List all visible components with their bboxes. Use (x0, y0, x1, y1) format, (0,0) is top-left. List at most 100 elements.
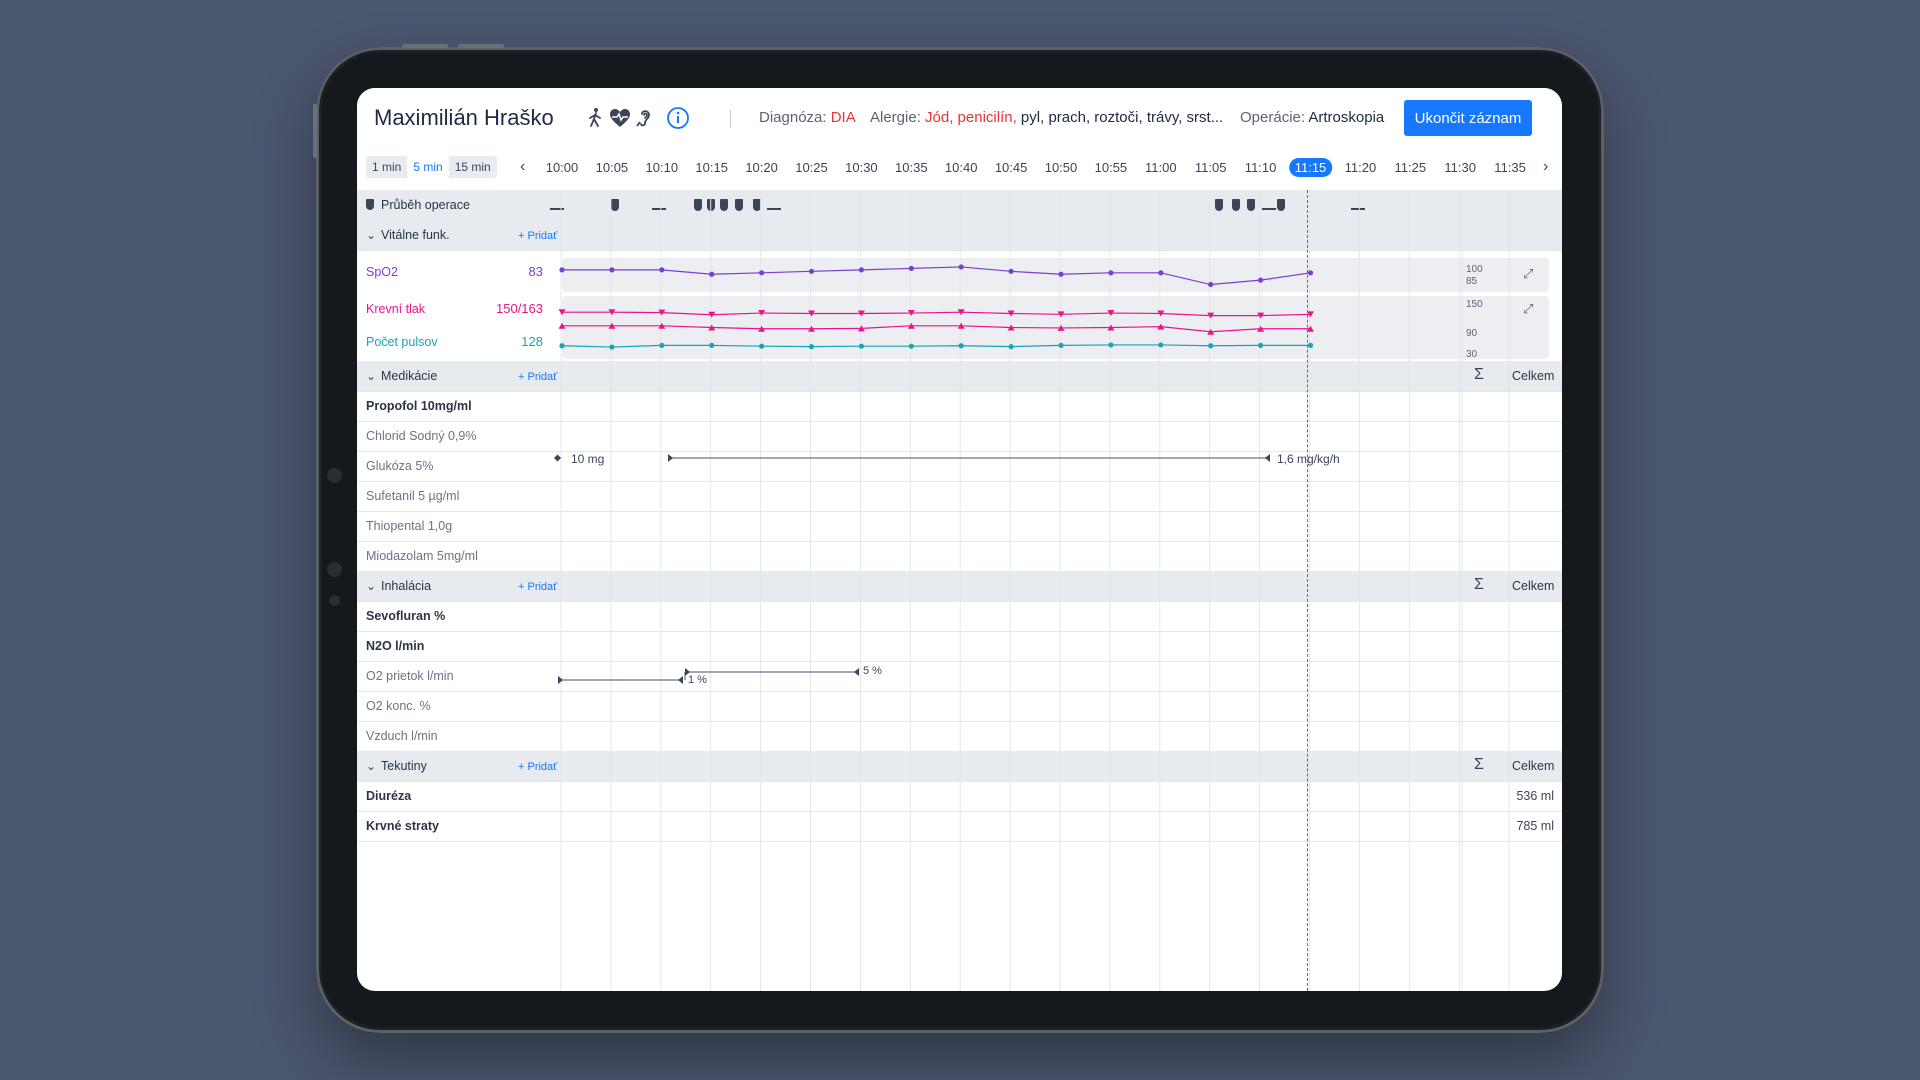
zoom-15min[interactable]: 15 min (454, 160, 491, 174)
time-navigation: 1 min 5 min 15 min ‹ 10:00 10:05 10:10 10:1… (357, 148, 1562, 191)
sigma-icon: Σ (1474, 576, 1484, 593)
table-row[interactable]: Vzduch l/min (357, 721, 1562, 752)
walking-icon (550, 199, 564, 210)
spo2-chart-bg (562, 258, 1549, 292)
expand-icon[interactable]: ⤢ (1523, 301, 1534, 316)
end-record-button[interactable]: Ukončit záznam (1404, 100, 1532, 136)
syringe-icon (1247, 199, 1255, 211)
sigma-icon: Σ (1474, 366, 1484, 383)
row-label: Vzduch l/min (366, 729, 438, 743)
time-tick[interactable]: 11:35 (1494, 160, 1526, 175)
table-row[interactable]: N2O l/min (357, 631, 1562, 662)
time-tick[interactable]: 10:40 (944, 160, 978, 175)
propofol-rate-label: 1,6 mg/kg/h (1277, 452, 1340, 466)
syringe-icon (1215, 199, 1223, 211)
time-tick[interactable]: 10:30 (845, 160, 878, 175)
syringe-icon (707, 199, 715, 211)
time-tick[interactable]: 11:25 (1394, 160, 1427, 175)
row-label: Glukóza 5% (366, 459, 434, 473)
hearing-icon[interactable] (633, 106, 657, 130)
bp-chart-bg (562, 296, 1549, 359)
syringe-icon (611, 199, 619, 211)
prev-arrow-icon[interactable]: ‹ (520, 158, 526, 175)
time-tick[interactable]: 10:20 (745, 160, 778, 175)
meds-section-header[interactable]: ⌄ Medikácie + Pridať Σ Celkem (357, 361, 1562, 392)
time-tick[interactable]: 10:15 (695, 160, 728, 175)
fluids-section-header[interactable]: ⌄ Tekutiny + Pridať Σ Celkem (357, 751, 1562, 782)
table-row[interactable]: Sevofluran % (357, 601, 1562, 632)
time-tick[interactable]: 11:05 (1194, 160, 1227, 175)
table-row[interactable]: Chlorid Sodný 0,9% (357, 421, 1562, 452)
section-title: Inhalácia (381, 579, 432, 593)
row-label: Propofol 10mg/ml (366, 399, 472, 413)
tool-icon (1262, 199, 1276, 210)
time-tick[interactable]: 11:15 (1288, 158, 1333, 177)
info-icon[interactable] (666, 106, 690, 130)
current-time-line (1307, 190, 1308, 991)
expand-icon[interactable]: ⤢ (1523, 266, 1534, 281)
next-arrow-icon[interactable]: › (1543, 158, 1549, 175)
time-tick[interactable]: 11:10 (1244, 160, 1277, 175)
syringe-icon (753, 199, 761, 211)
row-total: 536 ml (1516, 789, 1554, 803)
add-med-link[interactable]: + Pridať (518, 371, 558, 383)
chevron-down-icon[interactable]: ⌄ (366, 369, 377, 383)
chevron-down-icon[interactable]: ⌄ (366, 759, 377, 773)
bp-scale-90: 90 (1466, 328, 1478, 339)
chevron-down-icon[interactable]: ⌄ (366, 579, 377, 593)
time-tick[interactable]: 10:10 (645, 160, 679, 175)
propofol-bolus-label: 10 mg (571, 452, 605, 466)
syringe-icon (735, 199, 743, 211)
tablet-sensor (329, 595, 340, 606)
tablet-volume-button (402, 44, 448, 48)
walking-icon[interactable] (584, 106, 608, 130)
heart-icon[interactable] (608, 106, 632, 130)
chevron-down-icon[interactable]: ⌄ (366, 228, 377, 242)
app-screen: Maximilián Hraško Diagnóza: DIA Alergie:… (357, 88, 1562, 991)
time-tick[interactable]: 10:55 (1094, 160, 1128, 175)
add-fluid-link[interactable]: + Pridať (518, 761, 558, 773)
vitals-section-header[interactable]: ⌄ Vitálne funk. + Pridať (357, 220, 1562, 251)
time-tick[interactable]: 10:35 (895, 160, 928, 175)
time-tick[interactable]: 10:45 (994, 160, 1028, 175)
time-tick[interactable]: 11:20 (1344, 160, 1377, 175)
table-row[interactable]: Miodazolam 5mg/ml (357, 541, 1562, 572)
table-row[interactable]: Glukóza 5% (357, 451, 1562, 482)
table-row[interactable]: Propofol 10mg/ml (357, 391, 1562, 422)
zoom-1min[interactable]: 1 min (372, 160, 402, 174)
row-label: O2 konc. % (366, 699, 431, 713)
tablet-sensor (327, 562, 342, 577)
row-label: Diuréza (366, 789, 412, 803)
bp-scale-150: 150 (1466, 299, 1483, 310)
spo2-label: SpO2 (366, 265, 398, 279)
table-row[interactable]: Thiopental 1,0g (357, 511, 1562, 542)
syringe-icon (720, 199, 728, 211)
time-tick[interactable]: 11:00 (1145, 160, 1177, 175)
zoom-selector: 1 min 5 min 15 min (366, 156, 497, 178)
inhal-section-header[interactable]: ⌄ Inhalácia + Pridať Σ Celkem (357, 571, 1562, 602)
pulse-label: Počet pulsov (366, 335, 438, 349)
table-row[interactable]: O2 prietok l/min (357, 661, 1562, 692)
diagnosis: Diagnóza: DIA (759, 109, 856, 126)
table-row[interactable]: Diuréza 536 ml (357, 781, 1562, 812)
vitals-area: SpO2 83 Krevní tlak 150/163 Počet pulsov… (357, 250, 1562, 361)
tablet-camera (327, 468, 342, 483)
time-tick[interactable]: 10:05 (595, 160, 629, 175)
time-tick[interactable]: 11:30 (1444, 160, 1476, 175)
spo2-scale-max: 100 (1466, 264, 1483, 275)
add-inhal-link[interactable]: + Pridať (518, 581, 558, 593)
zoom-5min[interactable]: 5 min (407, 156, 449, 178)
pen-icon (767, 199, 781, 210)
table-row[interactable]: Krvné straty 785 ml (357, 811, 1562, 842)
table-row[interactable]: Sufetanil 5 µg/ml (357, 481, 1562, 512)
time-tick[interactable]: 10:25 (795, 160, 828, 175)
syringe-icon (1277, 199, 1285, 211)
time-tick[interactable]: 10:00 (545, 160, 579, 175)
row-label: Krvné straty (366, 819, 439, 833)
table-row[interactable]: O2 konc. % (357, 691, 1562, 722)
operations: Operácie: Artroskopia (1240, 109, 1385, 126)
section-title: Tekutiny (381, 759, 427, 773)
time-tick[interactable]: 10:50 (1044, 160, 1078, 175)
add-vital-link[interactable]: + Pridať (518, 230, 558, 242)
patient-header: Maximilián Hraško Diagnóza: DIA Alergie:… (357, 88, 1562, 148)
